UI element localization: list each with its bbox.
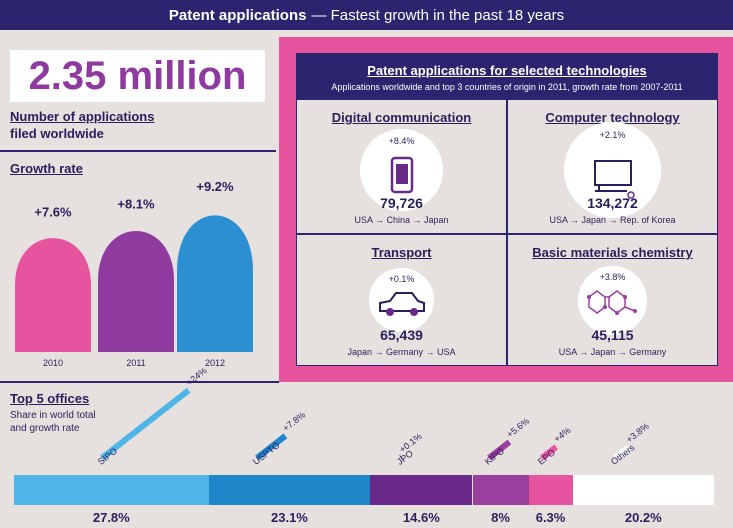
office-growth-label: +24% bbox=[183, 365, 209, 388]
tech-growth: +0.1% bbox=[388, 274, 415, 284]
office-growth-label: +4% bbox=[551, 424, 573, 445]
growth-bar-2011 bbox=[98, 230, 174, 352]
tech-countries: USA → China → Japan bbox=[354, 215, 449, 225]
tech-cell: Digital communication +8.4% 79,726 USA →… bbox=[297, 100, 506, 233]
office-growth-label: +3.8% bbox=[624, 420, 651, 445]
office-bar-others bbox=[572, 475, 714, 505]
tech-name: Basic materials chemistry bbox=[532, 245, 693, 260]
car-icon bbox=[378, 292, 425, 316]
growth-chart: +7.6% 2010 +8.1% 2011 +9.2% 2012 bbox=[15, 179, 253, 368]
office-name-label: SIPO bbox=[95, 445, 119, 467]
office-bar-sipo bbox=[14, 475, 209, 505]
growth-label-2012: +9.2% bbox=[196, 179, 234, 194]
tech-circle bbox=[564, 121, 661, 219]
growth-bar-2010 bbox=[15, 238, 91, 352]
tech-growth: +8.4% bbox=[388, 136, 415, 146]
tech-count: 134,272 bbox=[587, 195, 638, 211]
tech-countries: USA → Japan → Rep. of Korea bbox=[549, 215, 676, 225]
tech-countries: USA → Japan → Germany bbox=[558, 347, 667, 357]
mobile-phone-icon bbox=[390, 156, 413, 194]
molecule-icon bbox=[586, 290, 637, 315]
offices-subtitle-line1: Share in world total bbox=[10, 410, 96, 421]
office-growth-label: +7.8% bbox=[280, 409, 308, 434]
tech-name: Computer technology bbox=[545, 110, 680, 125]
page-header: Patent applications — Fastest growth in … bbox=[0, 0, 733, 30]
office-share-label: 14.6% bbox=[402, 510, 440, 525]
tech-circle bbox=[578, 265, 647, 335]
office-share-label: 23.1% bbox=[271, 510, 308, 525]
office-growth-label: +5.6% bbox=[505, 415, 532, 440]
tech-count: 65,439 bbox=[380, 327, 423, 343]
tech-countries: Japan → Germany → USA bbox=[347, 347, 456, 357]
office-share-label: 8% bbox=[491, 510, 510, 525]
tech-subtitle: Applications worldwide and top 3 countri… bbox=[331, 82, 683, 92]
offices-subtitle: Share in world total and growth rate bbox=[10, 409, 96, 435]
tech-panel: Patent applications for selected technol… bbox=[296, 53, 718, 366]
total-label-line1: Number of applications bbox=[10, 109, 155, 124]
total-applications-label: Number of applications filed worldwide bbox=[10, 108, 154, 142]
office-bar-uspto bbox=[208, 475, 371, 505]
offices-subtitle-line2: and growth rate bbox=[10, 423, 80, 434]
growth-title: Growth rate bbox=[10, 161, 83, 176]
office-bar-jpo bbox=[370, 475, 473, 505]
tech-name: Transport bbox=[371, 245, 432, 260]
tech-count: 79,726 bbox=[380, 195, 423, 211]
offices-title: Top 5 offices bbox=[10, 391, 90, 406]
growth-label-2010: +7.6% bbox=[34, 204, 72, 219]
office-name-label: KIPO bbox=[483, 445, 507, 467]
office-name-label: EPO bbox=[535, 447, 557, 467]
growth-label-2011: +8.1% bbox=[117, 196, 155, 211]
office-share-label: 6.3% bbox=[535, 510, 566, 525]
header-title-rest: — Fastest growth in the past 18 years bbox=[311, 6, 565, 24]
computer-monitor-icon bbox=[593, 160, 635, 199]
tech-circle bbox=[369, 267, 434, 333]
tech-growth: +2.1% bbox=[599, 130, 626, 140]
header-title-bold: Patent applications bbox=[168, 6, 307, 24]
total-label-line2: filed worldwide bbox=[10, 126, 104, 141]
growth-year-2010: 2010 bbox=[43, 358, 63, 368]
tech-growth: +3.8% bbox=[599, 272, 626, 282]
growth-year-2012: 2012 bbox=[205, 358, 225, 368]
total-applications-value: 2.35 million bbox=[10, 50, 265, 102]
growth-bar-2012 bbox=[177, 215, 253, 352]
tech-cell: Transport +0.1% 65,439 Japan → Germany →… bbox=[297, 235, 506, 365]
tech-title: Patent applications for selected technol… bbox=[367, 63, 647, 78]
office-bar-kipo bbox=[472, 475, 529, 505]
growth-bottom-divider bbox=[0, 381, 279, 383]
left-divider bbox=[0, 150, 276, 152]
tech-cell: Computer technology +2.1% 134,272 USA → … bbox=[508, 100, 717, 233]
tech-cell: Basic materials chemistry +3.8% 45,115 U… bbox=[508, 235, 717, 365]
tech-count: 45,115 bbox=[591, 327, 634, 343]
office-bar-epo bbox=[528, 475, 573, 505]
growth-year-2011: 2011 bbox=[126, 358, 145, 368]
office-share-label: 27.8% bbox=[92, 510, 130, 525]
tech-name: Digital communication bbox=[331, 110, 472, 125]
office-share-label: 20.2% bbox=[624, 510, 662, 525]
